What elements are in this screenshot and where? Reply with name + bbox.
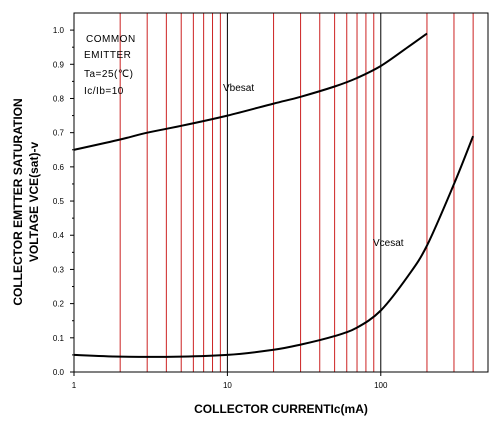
y-tick-label: 0.7 (53, 129, 65, 138)
y-tick-label: 0.4 (53, 231, 65, 240)
x-tick-label: 1 (72, 381, 77, 390)
grid (119, 13, 474, 372)
series-label-vcesat: Vcesat (373, 238, 404, 249)
y-tick-label: 0.3 (53, 265, 65, 274)
x-axis-label: COLLECTOR CURRENTIc(mA) (194, 402, 368, 416)
annotation-line-3: Ta=25(℃) (84, 69, 133, 80)
annotation-line-2: EMITTER (84, 50, 131, 61)
annotation-box: COMMON EMITTER Ta=25(℃) Ic/Ib=10 (84, 34, 136, 97)
series-lines (73, 32, 475, 358)
y-tick-label: 0.0 (53, 368, 65, 377)
y-tick-label: 0.1 (53, 334, 65, 343)
y-tick-label: 0.5 (53, 197, 65, 206)
plot-frame (73, 12, 489, 373)
series-label-vbesat: Vbesat (223, 83, 254, 94)
axis-ticks: 0.0 0.1 0.2 0.3 0.4 0.5 0.6 0.7 0.8 0.9 1.0 1 10 100 (53, 26, 388, 390)
y-tick-label: 1.0 (53, 26, 65, 35)
y-tick-label: 0.6 (53, 163, 65, 172)
y-axis-label-line-1: COLLECTOR EMTTER SATURATION (11, 98, 25, 305)
annotation-line-4: Ic/Ib=10 (84, 86, 124, 97)
y-tick-label: 0.2 (53, 300, 65, 309)
x-tick-label: 10 (223, 381, 232, 390)
y-tick-label: 0.9 (53, 60, 65, 69)
y-tick-label: 0.8 (53, 94, 65, 103)
y-axis-label-line-2: VOLTAGE VCE(sat)-v (27, 142, 41, 263)
y-axis-label: COLLECTOR EMTTER SATURATION VOLTAGE VCE(… (11, 98, 41, 305)
series-line-vbesat (73, 32, 428, 151)
annotation-line-1: COMMON (86, 34, 136, 45)
x-tick-label: 100 (374, 381, 388, 390)
series-line-vcesat (73, 135, 475, 358)
